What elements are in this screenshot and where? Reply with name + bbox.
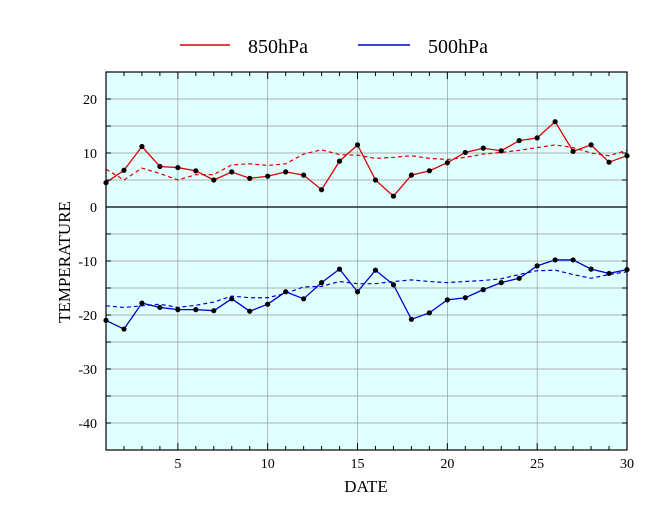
- legend-label-500hpa: 500hPa: [428, 36, 488, 58]
- x-axis-title: DATE: [344, 477, 387, 496]
- data-point-500hpa: [408, 316, 415, 322]
- x-tick-label: 20: [440, 457, 454, 472]
- data-point-850hpa: [354, 142, 361, 148]
- data-point-500hpa: [354, 289, 361, 295]
- series-line-850hpa: [105, 120, 628, 198]
- x-tick-label: 5: [174, 457, 181, 472]
- data-point-500hpa: [336, 266, 343, 272]
- data-point-500hpa: [462, 295, 468, 301]
- data-point-850hpa: [211, 177, 217, 183]
- data-point-850hpa: [462, 149, 468, 156]
- data-point-850hpa: [588, 142, 594, 148]
- data-point-850hpa: [121, 167, 127, 173]
- data-point-500hpa: [606, 270, 612, 277]
- data-point-850hpa: [229, 169, 235, 175]
- data-point-850hpa: [606, 159, 612, 165]
- x-tick-label: 25: [530, 457, 544, 472]
- data-point-500hpa: [157, 304, 163, 311]
- x-tick-label: 10: [261, 457, 275, 472]
- data-point-850hpa: [301, 172, 307, 178]
- data-point-500hpa: [247, 308, 253, 314]
- data-point-500hpa: [229, 296, 235, 302]
- data-point-500hpa: [426, 310, 432, 316]
- y-tick-label: 20: [83, 93, 97, 108]
- data-point-500hpa: [570, 257, 576, 263]
- data-point-850hpa: [318, 187, 325, 193]
- data-point-850hpa: [444, 160, 450, 166]
- data-point-500hpa: [534, 263, 540, 269]
- y-tick-label: -40: [78, 417, 97, 432]
- data-point-500hpa: [390, 282, 397, 288]
- y-tick-label: -20: [78, 309, 97, 324]
- data-point-500hpa: [480, 287, 486, 293]
- data-point-850hpa: [498, 148, 504, 154]
- normal-line-500hpa: [105, 269, 628, 309]
- x-tick-label: 30: [620, 457, 634, 472]
- data-point-500hpa: [121, 326, 127, 332]
- data-point-850hpa: [570, 148, 576, 154]
- series-line-500hpa: [105, 259, 628, 330]
- data-point-850hpa: [408, 172, 415, 178]
- normal-line-850hpa: [105, 144, 628, 181]
- legend-label-850hpa: 850hPa: [248, 36, 308, 58]
- data-point-500hpa: [265, 301, 271, 307]
- y-tick-label: 10: [83, 147, 97, 162]
- data-point-500hpa: [588, 266, 594, 272]
- y-tick-label: -30: [78, 363, 97, 378]
- data-point-500hpa: [552, 257, 558, 263]
- data-point-500hpa: [175, 307, 181, 313]
- data-point-850hpa: [516, 137, 522, 144]
- data-point-850hpa: [265, 173, 271, 179]
- x-tick-label: 15: [351, 457, 365, 472]
- data-point-850hpa: [426, 168, 432, 174]
- series-layer: [103, 119, 630, 332]
- data-point-500hpa: [372, 267, 379, 273]
- data-point-500hpa: [498, 280, 504, 286]
- data-point-500hpa: [318, 280, 325, 286]
- data-point-850hpa: [157, 163, 163, 170]
- y-tick-label: -10: [78, 255, 97, 270]
- data-point-850hpa: [139, 143, 145, 150]
- data-point-850hpa: [247, 175, 253, 181]
- data-point-850hpa: [193, 168, 199, 174]
- data-point-500hpa: [139, 300, 145, 306]
- y-tick-label: 0: [90, 201, 97, 216]
- data-point-850hpa: [390, 193, 397, 199]
- data-point-500hpa: [301, 296, 307, 302]
- data-point-850hpa: [552, 119, 558, 125]
- data-point-850hpa: [372, 177, 379, 183]
- data-point-500hpa: [283, 289, 289, 295]
- legend: 850hPa 500hPa: [180, 36, 488, 58]
- data-point-850hpa: [175, 164, 181, 171]
- data-point-850hpa: [336, 158, 343, 164]
- data-point-850hpa: [480, 145, 486, 151]
- axis-ticks: 20 10 0 -10 -20 -30 -40 5 10 15 20 25 30: [78, 71, 634, 472]
- data-point-500hpa: [444, 297, 450, 303]
- data-point-850hpa: [283, 169, 289, 175]
- data-point-500hpa: [193, 307, 199, 313]
- data-point-500hpa: [211, 308, 217, 314]
- y-axis-title: TEMPERATURE: [55, 201, 74, 323]
- data-point-850hpa: [534, 135, 540, 141]
- data-point-500hpa: [516, 275, 522, 281]
